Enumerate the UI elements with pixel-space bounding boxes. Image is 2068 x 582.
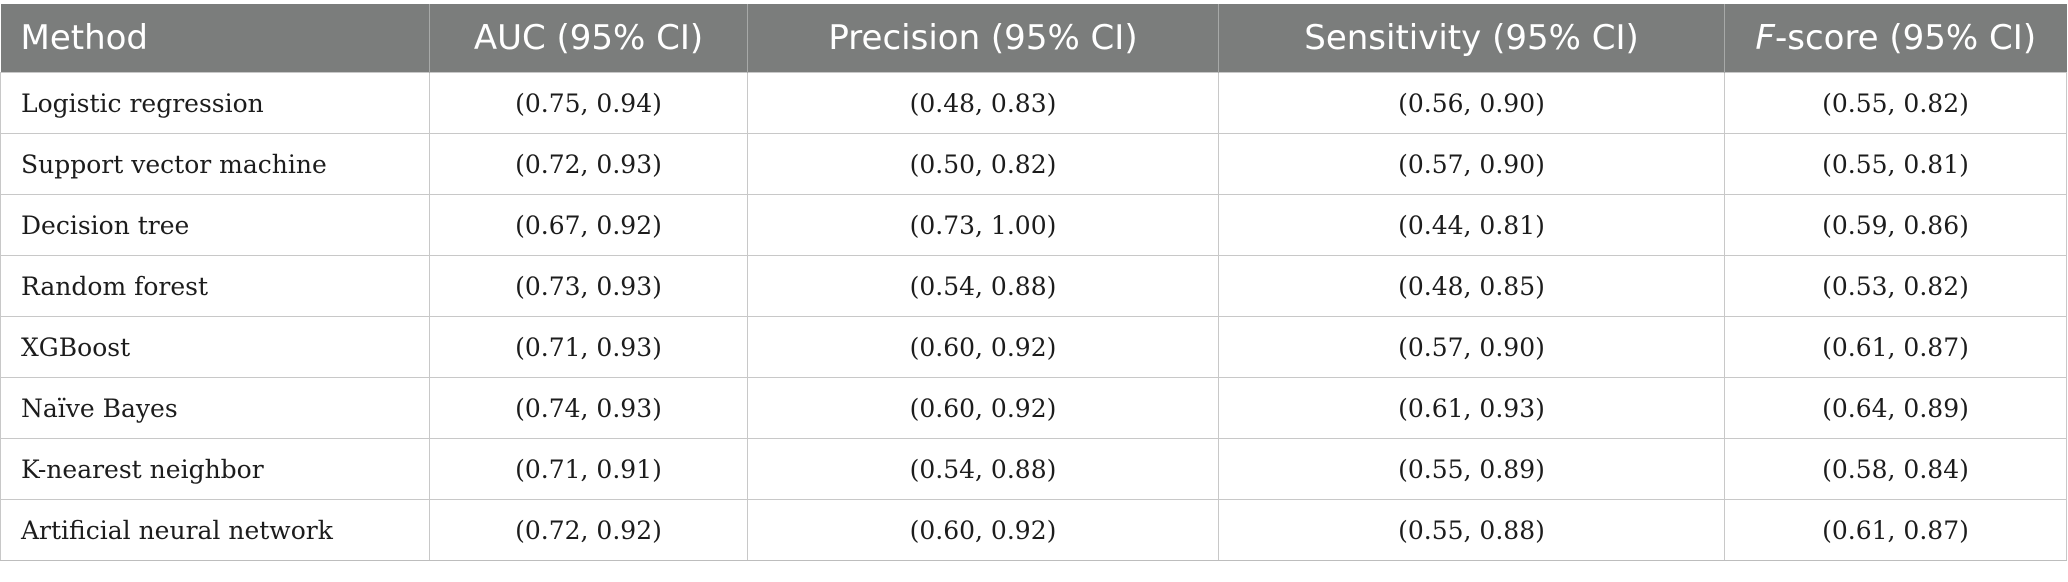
cell-sensitivity: (0.57, 0.90) — [1218, 316, 1725, 378]
cell-auc: (0.72, 0.93) — [429, 133, 748, 195]
cell-precision: (0.48, 0.83) — [747, 72, 1219, 134]
results-table: Method AUC (95% CI) Precision (95% CI) S… — [0, 4, 2067, 561]
table-row: XGBoost (0.71, 0.93) (0.60, 0.92) (0.57,… — [0, 316, 2067, 378]
header-precision: Precision (95% CI) — [747, 4, 1219, 73]
cell-fscore: (0.61, 0.87) — [1724, 499, 2067, 561]
header-auc: AUC (95% CI) — [429, 4, 748, 73]
cell-precision: (0.60, 0.92) — [747, 316, 1219, 378]
table-row: Artificial neural network (0.72, 0.92) (… — [0, 499, 2067, 561]
header-fscore-italic: F — [1755, 18, 1775, 58]
cell-precision: (0.60, 0.92) — [747, 377, 1219, 439]
cell-method: K-nearest neighbor — [0, 438, 430, 500]
cell-fscore: (0.64, 0.89) — [1724, 377, 2067, 439]
cell-auc: (0.75, 0.94) — [429, 72, 748, 134]
table-row: Naïve Bayes (0.74, 0.93) (0.60, 0.92) (0… — [0, 377, 2067, 439]
cell-method: Random forest — [0, 255, 430, 317]
cell-sensitivity: (0.55, 0.88) — [1218, 499, 1725, 561]
cell-fscore: (0.53, 0.82) — [1724, 255, 2067, 317]
table-row: Decision tree (0.67, 0.92) (0.73, 1.00) … — [0, 194, 2067, 256]
cell-sensitivity: (0.55, 0.89) — [1218, 438, 1725, 500]
cell-auc: (0.73, 0.93) — [429, 255, 748, 317]
table-row: Logistic regression (0.75, 0.94) (0.48, … — [0, 72, 2067, 134]
table-row: Random forest (0.73, 0.93) (0.54, 0.88) … — [0, 255, 2067, 317]
cell-method: Decision tree — [0, 194, 430, 256]
cell-method: Logistic regression — [0, 72, 430, 134]
cell-sensitivity: (0.57, 0.90) — [1218, 133, 1725, 195]
cell-auc: (0.71, 0.91) — [429, 438, 748, 500]
cell-method: Naïve Bayes — [0, 377, 430, 439]
cell-auc: (0.71, 0.93) — [429, 316, 748, 378]
cell-fscore: (0.58, 0.84) — [1724, 438, 2067, 500]
cell-fscore: (0.55, 0.81) — [1724, 133, 2067, 195]
table-body: Logistic regression (0.75, 0.94) (0.48, … — [0, 72, 2067, 561]
cell-sensitivity: (0.48, 0.85) — [1218, 255, 1725, 317]
cell-auc: (0.67, 0.92) — [429, 194, 748, 256]
table-header: Method AUC (95% CI) Precision (95% CI) S… — [0, 4, 2067, 73]
header-row: Method AUC (95% CI) Precision (95% CI) S… — [0, 4, 2067, 73]
results-table-container: Method AUC (95% CI) Precision (95% CI) S… — [0, 4, 2067, 561]
cell-method: Artificial neural network — [0, 499, 430, 561]
cell-precision: (0.54, 0.88) — [747, 438, 1219, 500]
cell-sensitivity: (0.44, 0.81) — [1218, 194, 1725, 256]
header-fscore: F-score (95% CI) — [1724, 4, 2067, 73]
table-row: K-nearest neighbor (0.71, 0.91) (0.54, 0… — [0, 438, 2067, 500]
cell-precision: (0.60, 0.92) — [747, 499, 1219, 561]
cell-auc: (0.74, 0.93) — [429, 377, 748, 439]
header-fscore-rest: -score (95% CI) — [1774, 18, 2037, 58]
cell-method: Support vector machine — [0, 133, 430, 195]
header-sensitivity: Sensitivity (95% CI) — [1218, 4, 1725, 73]
cell-auc: (0.72, 0.92) — [429, 499, 748, 561]
header-method: Method — [0, 4, 430, 73]
cell-precision: (0.54, 0.88) — [747, 255, 1219, 317]
cell-precision: (0.50, 0.82) — [747, 133, 1219, 195]
cell-sensitivity: (0.61, 0.93) — [1218, 377, 1725, 439]
cell-sensitivity: (0.56, 0.90) — [1218, 72, 1725, 134]
cell-fscore: (0.55, 0.82) — [1724, 72, 2067, 134]
table-row: Support vector machine (0.72, 0.93) (0.5… — [0, 133, 2067, 195]
cell-fscore: (0.61, 0.87) — [1724, 316, 2067, 378]
cell-fscore: (0.59, 0.86) — [1724, 194, 2067, 256]
cell-precision: (0.73, 1.00) — [747, 194, 1219, 256]
cell-method: XGBoost — [0, 316, 430, 378]
